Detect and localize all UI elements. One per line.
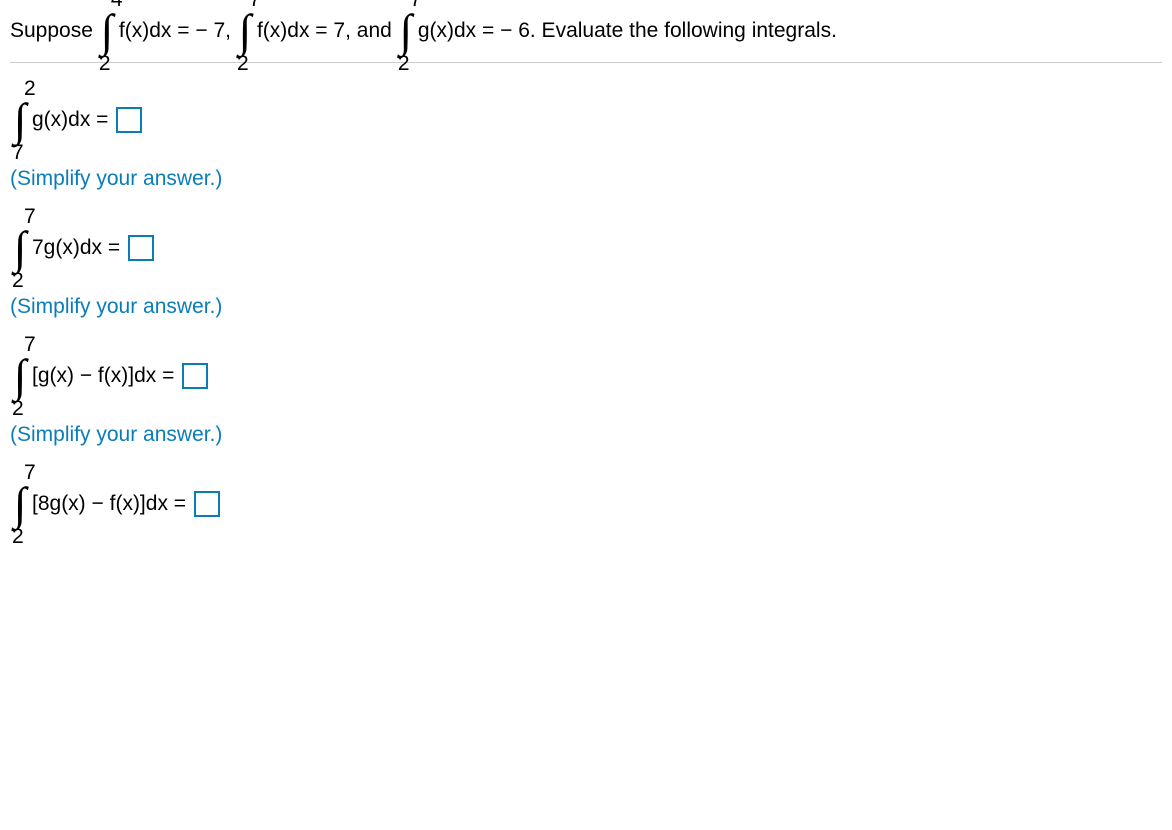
question-2: 7∫27g(x)dx = (Simplify your answer.) bbox=[10, 225, 1162, 319]
given-integral-3: 7 ∫ 2 g(x)dx = − 6. Evaluate the followi… bbox=[396, 8, 837, 54]
question-1: 2∫7g(x)dx = (Simplify your answer.) bbox=[10, 97, 1162, 191]
answer-input[interactable] bbox=[116, 107, 142, 133]
question-integrand: g(x)dx = bbox=[32, 108, 108, 132]
question-integrand: [8g(x) − f(x)]dx = bbox=[32, 492, 186, 516]
problem-statement: Suppose 4 ∫ 2 f(x)dx = − 7, 7 ∫ 2 f(x)dx… bbox=[10, 8, 1162, 62]
question-integrand: [g(x) − f(x)]dx = bbox=[32, 364, 174, 388]
question-integral: 7∫27g(x)dx = bbox=[10, 225, 1162, 271]
integral-sign: 7∫2 bbox=[10, 225, 30, 271]
divider bbox=[10, 62, 1162, 63]
question-integrand: 7g(x)dx = bbox=[32, 236, 120, 260]
simplify-hint: (Simplify your answer.) bbox=[10, 295, 1162, 319]
question-4: 7∫2[8g(x) − f(x)]dx = bbox=[10, 481, 1162, 527]
questions-container: 2∫7g(x)dx = (Simplify your answer.)7∫27g… bbox=[10, 97, 1162, 527]
answer-input[interactable] bbox=[194, 491, 220, 517]
answer-input[interactable] bbox=[128, 235, 154, 261]
given-integral-1: 4 ∫ 2 f(x)dx = − 7, bbox=[97, 8, 231, 54]
simplify-hint: (Simplify your answer.) bbox=[10, 167, 1162, 191]
integral-sign: 7 ∫ 2 bbox=[235, 8, 255, 54]
question-integral: 2∫7g(x)dx = bbox=[10, 97, 1162, 143]
integral-sign: 2∫7 bbox=[10, 97, 30, 143]
integral-sign: 4 ∫ 2 bbox=[97, 8, 117, 54]
integral-sign: 7∫2 bbox=[10, 481, 30, 527]
question-integral: 7∫2[8g(x) − f(x)]dx = bbox=[10, 481, 1162, 527]
given-integral-2: 7 ∫ 2 f(x)dx = 7, and bbox=[235, 8, 392, 54]
simplify-hint: (Simplify your answer.) bbox=[10, 423, 1162, 447]
answer-input[interactable] bbox=[182, 363, 208, 389]
question-integral: 7∫2[g(x) − f(x)]dx = bbox=[10, 353, 1162, 399]
integral-sign: 7 ∫ 2 bbox=[396, 8, 416, 54]
integral-sign: 7∫2 bbox=[10, 353, 30, 399]
question-3: 7∫2[g(x) − f(x)]dx = (Simplify your answ… bbox=[10, 353, 1162, 447]
statement-prefix: Suppose bbox=[10, 19, 93, 43]
